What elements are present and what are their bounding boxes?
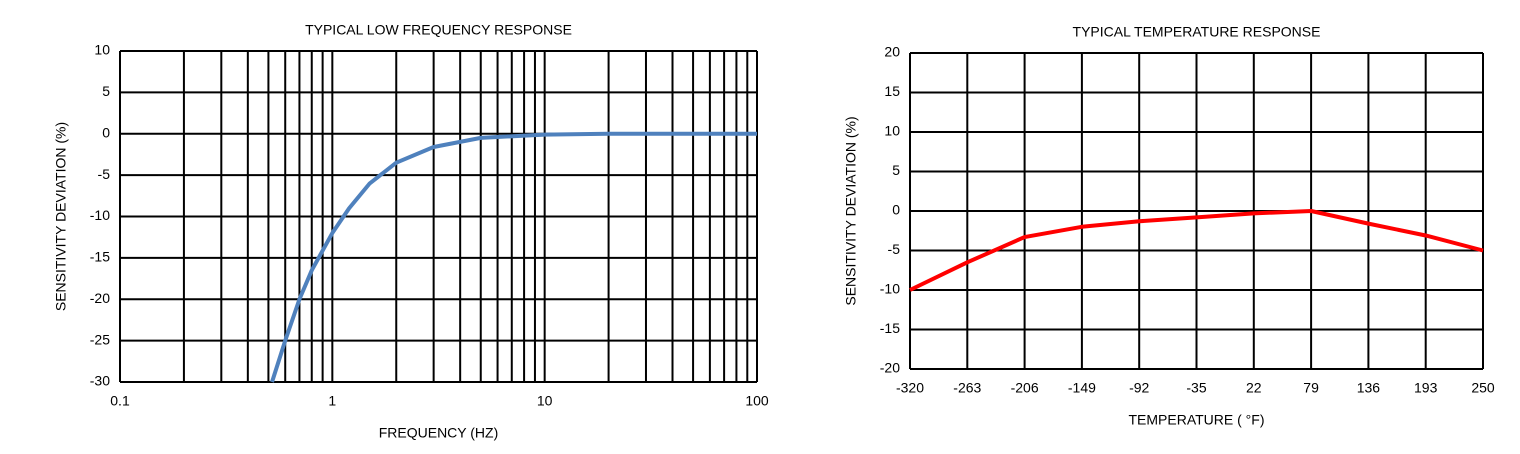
x-tick-label: 193 (1414, 380, 1438, 396)
x-tick-label: 1 (328, 393, 336, 409)
y-tick-label: -20 (880, 360, 900, 376)
y-tick-label: -5 (888, 241, 901, 257)
x-tick-label: 136 (1357, 380, 1381, 396)
y-tick-label: 20 (884, 44, 900, 60)
y-tick-label: 5 (892, 162, 900, 178)
y-tick-label: 5 (102, 83, 110, 99)
y-tick-label: 0 (892, 202, 900, 218)
x-tick-label: 79 (1303, 380, 1319, 396)
y-tick-label: 0 (102, 124, 110, 140)
y-tick-label: -10 (880, 281, 900, 297)
chart-title: TYPICAL LOW FREQUENCY RESPONSE (305, 22, 572, 38)
x-tick-label: -206 (1011, 380, 1039, 396)
data-line (909, 209, 1484, 292)
y-tick-label: -5 (98, 166, 111, 182)
x-tick-label: 10 (537, 393, 553, 409)
x-tick-label: -35 (1186, 380, 1206, 396)
x-tick-label: -263 (953, 380, 981, 396)
chart-title: TYPICAL TEMPERATURE RESPONSE (1073, 24, 1321, 40)
x-tick-label: 100 (745, 393, 769, 409)
x-axis-label: TEMPERATURE ( °F) (1128, 412, 1264, 428)
x-axis-label: FREQUENCY (HZ) (379, 425, 499, 441)
x-tick-label: -320 (896, 380, 924, 396)
x-tick-label: 22 (1246, 380, 1262, 396)
y-axis-label: SENSITIVITY DEVIATION (%) (843, 116, 859, 305)
y-tick-label: -10 (90, 207, 110, 223)
x-tick-label: 250 (1471, 380, 1495, 396)
y-tick-label: -20 (90, 290, 110, 306)
y-tick-label: -15 (880, 320, 900, 336)
y-tick-label: 10 (884, 123, 900, 139)
x-tick-label: -149 (1068, 380, 1096, 396)
x-tick-label: -92 (1129, 380, 1149, 396)
y-axis-label: SENSITIVITY DEVIATION (%) (53, 122, 69, 311)
data-line (270, 131, 757, 383)
y-tick-label: -25 (90, 331, 110, 347)
x-tick-label: 0.1 (110, 393, 130, 409)
y-tick-label: -30 (90, 373, 110, 389)
y-tick-label: 10 (94, 42, 110, 58)
y-tick-label: 15 (884, 83, 900, 99)
y-tick-label: -15 (90, 249, 110, 265)
